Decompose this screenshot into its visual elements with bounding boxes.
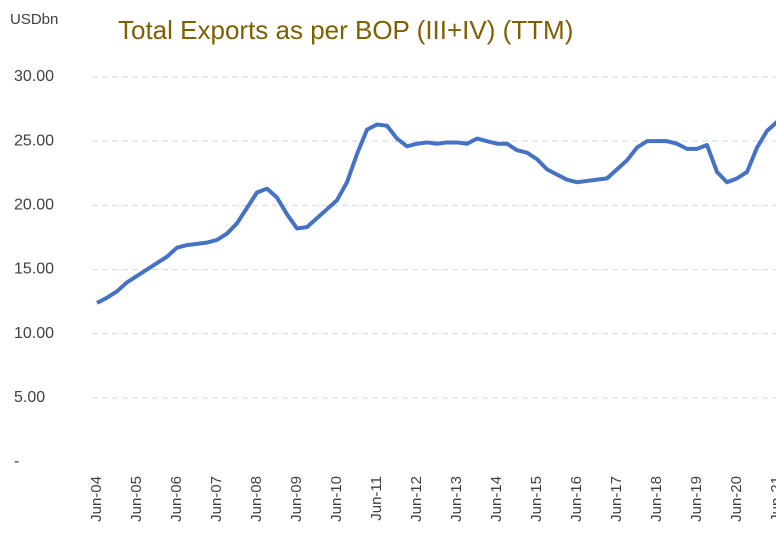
x-tick-label: Jun-05 (128, 476, 145, 522)
y-axis-label: USDbn (10, 11, 58, 28)
x-tick-label: Jun-14 (488, 476, 505, 522)
x-tick-label: Jun-17 (608, 476, 625, 522)
x-tick-label: Jun-16 (568, 476, 585, 522)
y-tick-label: 5.00 (14, 389, 45, 406)
x-tick-label: Jun-13 (448, 476, 465, 522)
y-tick-label: 15.00 (14, 261, 54, 278)
line (96, 120, 776, 305)
x-tick-label: Jun-04 (88, 476, 105, 522)
x-tick-label: Jun-10 (328, 476, 345, 522)
x-tick-label: Jun-06 (168, 476, 185, 522)
y-tick-label: 20.00 (14, 197, 54, 214)
x-tick-label: Jun-08 (248, 476, 265, 522)
x-tick-label: Jun-20 (728, 476, 745, 522)
y-tick-label: - (14, 453, 19, 470)
x-tick-label: Jun-21 (768, 476, 776, 522)
y-tick-label: 10.00 (14, 325, 54, 342)
x-tick-label: Jun-09 (288, 476, 305, 522)
chart-title: Total Exports as per BOP (III+IV) (TTM) (118, 15, 573, 45)
y-tick-label: 25.00 (14, 132, 54, 149)
y-tick-label: 30.00 (14, 68, 54, 85)
x-tick-label: Jun-11 (368, 476, 385, 521)
x-tick-label: Jun-12 (408, 476, 425, 522)
x-tick-label: Jun-19 (688, 476, 705, 522)
x-tick-label: Jun-18 (648, 476, 665, 522)
x-tick-label: Jun-15 (528, 476, 545, 522)
x-tick-label: Jun-07 (208, 476, 225, 522)
